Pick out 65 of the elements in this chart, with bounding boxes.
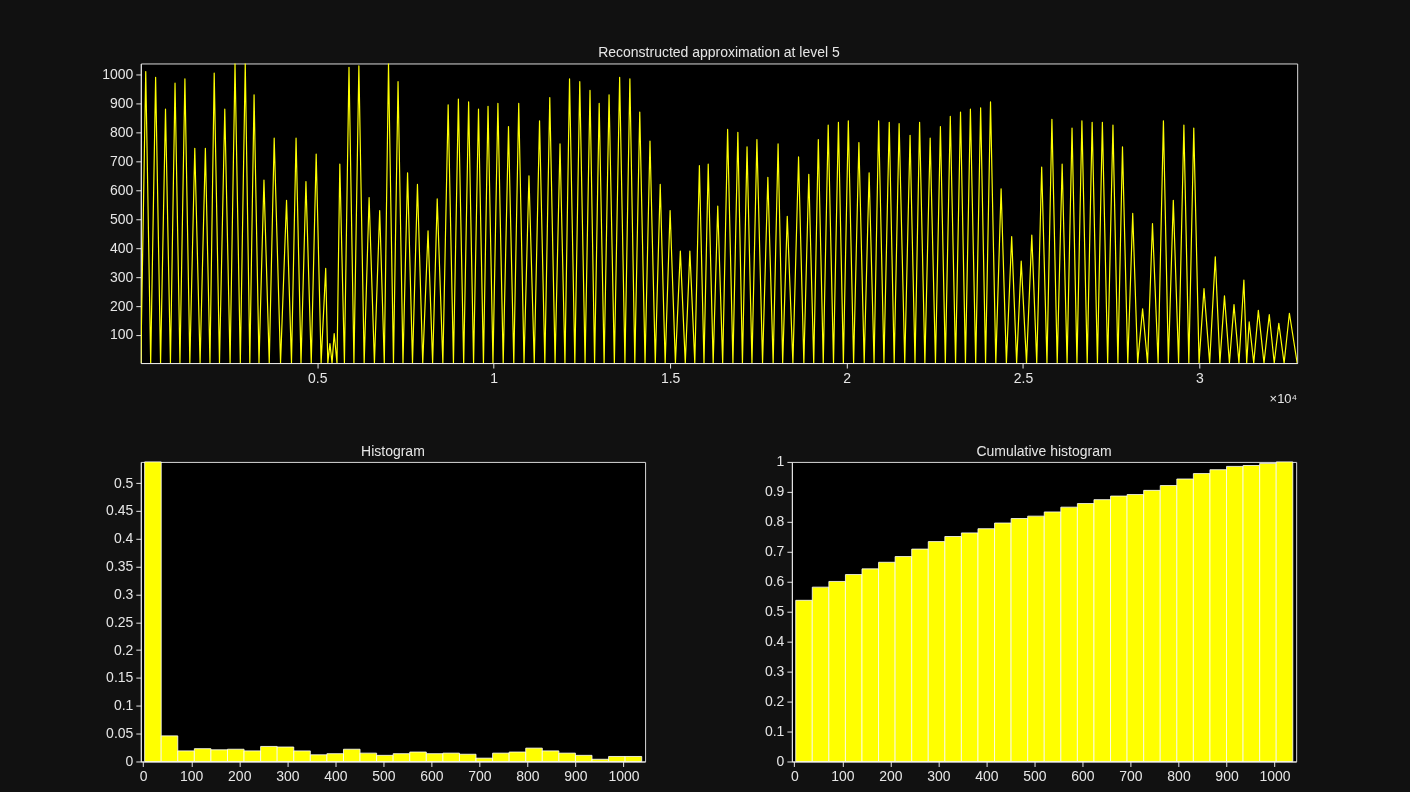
x-tick-label: 700 [468,767,492,784]
y-tick-label: 0.2 [764,693,785,710]
y-tick-label: 0.3 [113,585,134,602]
x-tick-label: 900 [1215,767,1239,784]
y-tick-label: 100 [110,326,134,343]
y-tick-label: 1000 [102,65,134,82]
y-tick-label: 0.35 [106,558,134,575]
x-tick-label: 800 [516,767,540,784]
y-tick-label: 0.2 [113,641,134,658]
x-tick-label: 2.5 [1013,369,1034,386]
y-tick-label: 0.25 [106,613,134,630]
x-tick-label: 200 [228,767,252,784]
chart-title: Cumulative histogram [976,442,1112,459]
y-tick-label: 900 [110,94,134,111]
y-tick-label: 0.5 [764,603,785,620]
y-tick-label: 200 [110,297,134,314]
x-tick-label: 400 [324,767,348,784]
x-tick-label: 700 [1119,767,1143,784]
y-tick-label: 0.5 [113,474,134,491]
y-tick-label: 0.05 [106,725,134,742]
x-tick-label: 900 [564,767,588,784]
x-tick-label: 500 [1023,767,1047,784]
y-tick-label: 400 [110,239,134,256]
x-tick-label: 0.5 [308,369,328,386]
y-tick-label: 0.8 [764,513,785,530]
x-tick-label: 100 [831,767,855,784]
x-tick-label: 600 [420,767,444,784]
x-tick-label: 1.5 [660,369,681,386]
x-tick-label: 300 [276,767,300,784]
y-tick-label: 700 [110,152,134,169]
y-tick-label: 600 [110,181,134,198]
y-tick-label: 0.15 [106,669,134,686]
x-tick-label: 3 [1196,369,1205,386]
y-tick-label: 1 [776,453,785,470]
y-tick-label: 0.1 [113,697,134,714]
y-tick-label: 500 [110,210,134,227]
y-tick-label: 0 [125,752,134,769]
y-tick-label: 0 [776,752,785,769]
x-tick-label: 800 [1167,767,1191,784]
x-tick-label: 400 [975,767,999,784]
x-tick-label: 1 [490,369,499,386]
y-tick-label: 0.3 [764,663,785,680]
x-tick-label: 500 [372,767,396,784]
line-series [140,63,1298,364]
chart-title: Reconstructed approximation at level 5 [598,44,840,61]
text: ×10⁴ [1269,390,1298,406]
y-tick-label: 0.45 [106,502,134,519]
y-tick-label: 0.1 [764,723,785,740]
y-tick-label: 0.4 [764,633,785,650]
chart-title: Histogram [361,442,425,459]
y-tick-label: 0.9 [764,483,785,500]
x-tick-label: 0 [139,767,148,784]
x-tick-label: 100 [180,767,204,784]
x-tick-label: 2 [843,369,852,386]
y-tick-label: 0.4 [113,530,134,547]
y-tick-label: 800 [110,123,134,140]
x-tick-label: 1000 [608,767,640,784]
x-tick-label: 200 [879,767,903,784]
y-tick-label: 0.6 [764,573,785,590]
x-tick-label: 300 [927,767,951,784]
y-tick-label: 0.7 [764,543,785,560]
x-tick-label: 0 [790,767,799,784]
x-tick-label: 600 [1071,767,1095,784]
x-tick-label: 1000 [1259,767,1291,784]
y-tick-label: 300 [110,268,134,285]
